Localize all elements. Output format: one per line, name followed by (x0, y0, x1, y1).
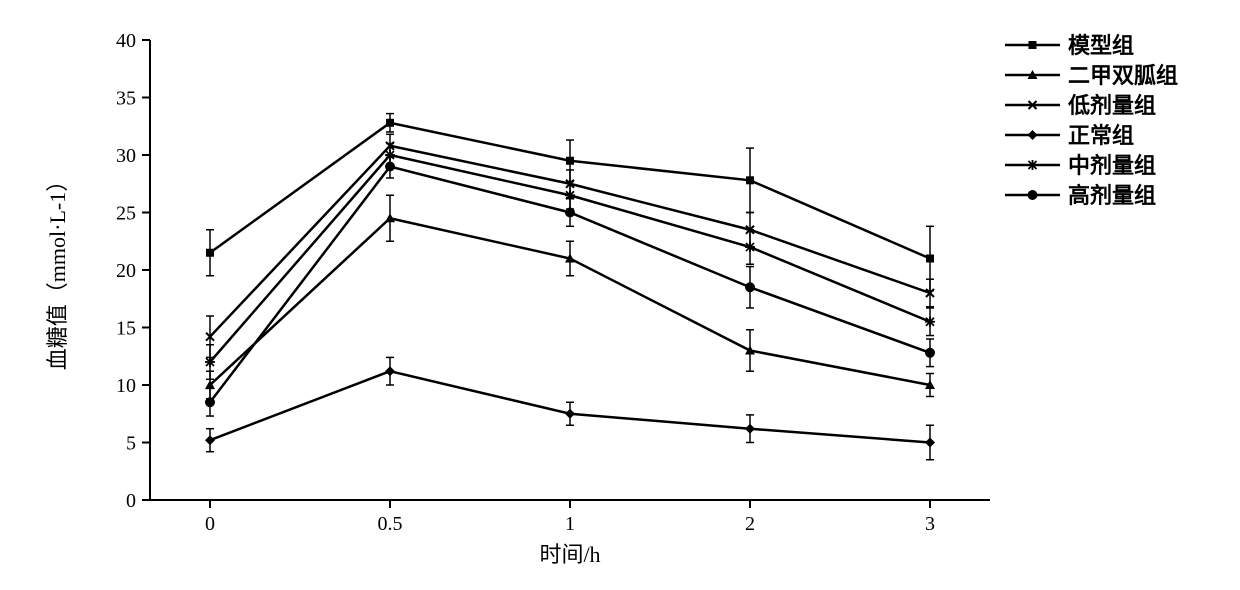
svg-text:35: 35 (116, 88, 136, 110)
legend-item-0: 模型组 (1005, 33, 1134, 58)
svg-text:25: 25 (116, 203, 136, 225)
legend-item-1: 二甲双胍组 (1005, 63, 1178, 88)
line-chart: 0 5 10 15 20 25 30 35 40 0 0.5 1 2 3 血糖值（mmol·L-1） 时间/h… (20, 20, 1220, 570)
y-axis-label: 血糖值（mmol·L-1） (45, 170, 70, 370)
svg-text:1: 1 (565, 513, 575, 535)
svg-text:0.5: 0.5 (378, 513, 403, 535)
svg-text:模型组: 模型组 (1068, 33, 1134, 58)
svg-text:0: 0 (126, 490, 136, 512)
x-axis-label: 时间/h (539, 542, 600, 567)
svg-text:20: 20 (116, 260, 136, 282)
svg-text:二甲双胍组: 二甲双胍组 (1068, 63, 1178, 88)
svg-text:3: 3 (925, 513, 935, 535)
series-3 (205, 357, 935, 459)
svg-text:低剂量组: 低剂量组 (1067, 93, 1156, 118)
svg-text:15: 15 (116, 318, 136, 340)
svg-text:30: 30 (116, 145, 136, 167)
legend-item-5: 高剂量组 (1005, 183, 1156, 208)
svg-text:10: 10 (116, 375, 136, 397)
svg-text:高剂量组: 高剂量组 (1068, 183, 1156, 208)
svg-text:40: 40 (116, 30, 136, 52)
legend-item-4: 中剂量组 (1005, 153, 1156, 178)
svg-text:正常组: 正常组 (1068, 123, 1134, 148)
svg-text:0: 0 (205, 513, 215, 535)
legend-item-3: 正常组 (1005, 123, 1134, 148)
chart-container: 0 5 10 15 20 25 30 35 40 0 0.5 1 2 3 血糖值（mmol·L-1） 时间/h… (20, 20, 1220, 570)
svg-text:2: 2 (745, 513, 755, 535)
svg-text:5: 5 (126, 433, 136, 455)
svg-text:中剂量组: 中剂量组 (1068, 153, 1156, 178)
legend-item-2: 低剂量组 (1005, 93, 1156, 118)
